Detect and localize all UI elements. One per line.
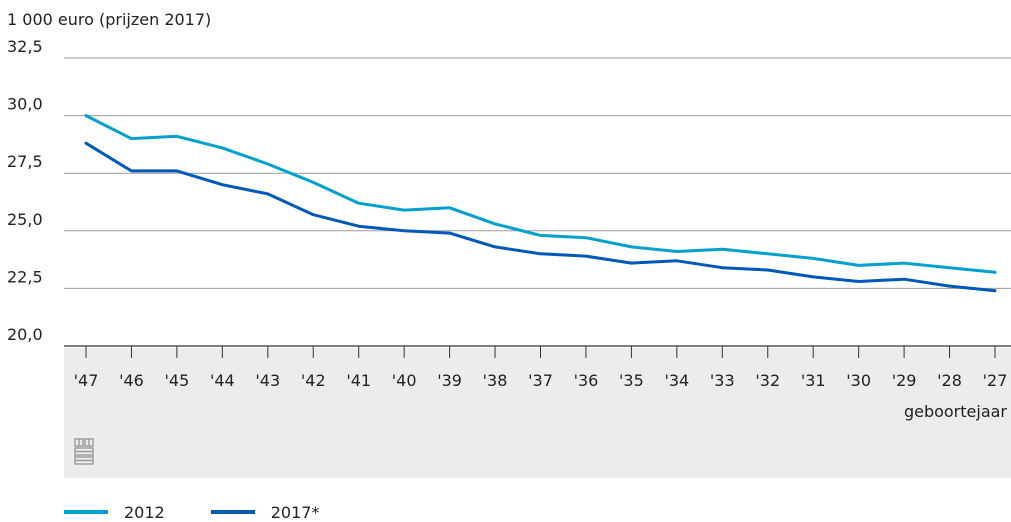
data-point-2017 [539,252,542,255]
cbs-logo-icon [74,438,94,465]
data-point-2017 [175,169,178,172]
x-tick-label: '35 [619,371,644,390]
y-unit-label: 1 000 euro (prijzen 2017) [7,10,212,29]
data-point-2017 [994,289,997,292]
legend-item-2012: 2012 [64,503,165,522]
x-tick-label: '37 [528,371,553,390]
data-point-2012 [630,245,633,248]
data-point-2017 [85,142,88,145]
data-point-2017 [130,169,133,172]
x-tick-label: '30 [846,371,871,390]
x-axis-title: geboortejaar [903,402,1007,421]
data-point-2012 [403,209,406,212]
data-point-2017 [221,183,224,186]
data-point-2017 [675,259,678,262]
x-tick-label: '40 [392,371,417,390]
data-point-2012 [494,222,497,225]
x-tick-label: '43 [255,371,280,390]
data-point-2017 [857,280,860,283]
data-point-2012 [266,162,269,165]
data-point-2017 [403,229,406,232]
data-point-2012 [85,114,88,117]
legend: 2012 2017* [64,502,365,522]
data-point-2017 [266,192,269,195]
data-point-2012 [357,202,360,205]
data-point-2017 [948,285,951,288]
series-line-2012 [84,114,997,274]
x-tick-label: '38 [483,371,508,390]
data-point-2012 [539,234,542,237]
data-point-2012 [312,181,315,184]
data-point-2012 [584,236,587,239]
data-point-2017 [766,268,769,271]
data-point-2017 [584,255,587,258]
data-point-2017 [903,278,906,281]
x-tick-label: '28 [937,371,962,390]
data-point-2012 [130,137,133,140]
x-tick-label: '42 [301,371,326,390]
x-tick-label: '27 [983,371,1008,390]
legend-label-2017: 2017* [270,502,320,522]
x-axis-band [64,348,1011,478]
data-point-2017 [494,245,497,248]
y-tick-label: 30,0 [7,95,43,114]
data-point-2012 [175,135,178,138]
series-line-2017 [84,141,997,293]
data-point-2017 [357,225,360,228]
y-tick-label: 32,5 [7,37,43,56]
y-tick-label: 20,0 [7,325,43,344]
data-point-2017 [721,266,724,269]
data-point-2017 [312,213,315,216]
x-tick-label: '46 [119,371,144,390]
data-point-2012 [448,206,451,209]
data-point-2012 [221,146,224,149]
x-tick-label: '39 [437,371,462,390]
y-tick-label: 22,5 [7,267,43,286]
x-tick-label: '33 [710,371,735,390]
data-point-2017 [812,275,815,278]
data-point-2012 [812,257,815,260]
legend-swatch-2017 [210,510,255,514]
data-point-2012 [721,248,724,251]
y-tick-label: 27,5 [7,152,43,171]
data-point-2012 [766,252,769,255]
data-point-2012 [903,262,906,265]
x-tick-label: '44 [210,371,235,390]
x-tick-label: '47 [74,371,99,390]
data-point-2012 [994,271,997,274]
y-tick-label: 25,0 [7,210,43,229]
x-tick-label: '41 [346,371,371,390]
data-point-2012 [675,250,678,253]
x-tick-label: '29 [892,371,917,390]
data-point-2012 [948,266,951,269]
data-point-2012 [857,264,860,267]
legend-item-2017: 2017* [210,502,320,522]
legend-swatch-2012 [64,510,108,514]
x-tick-label: '31 [801,371,826,390]
legend-label-2012: 2012 [124,502,165,522]
data-point-2017 [448,232,451,235]
x-tick-label: '45 [165,371,190,390]
x-tick-label: '36 [574,371,599,390]
x-tick-label: '34 [664,371,689,390]
data-point-2017 [630,262,633,265]
x-tick-label: '32 [755,371,780,390]
